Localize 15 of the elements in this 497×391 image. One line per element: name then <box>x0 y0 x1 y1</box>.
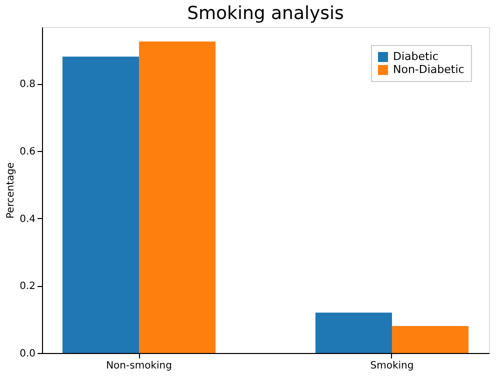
y-tick-label: 0.2 <box>20 281 36 292</box>
y-tick-label: 0.0 <box>20 348 36 360</box>
chart-title: Smoking analysis <box>187 3 344 24</box>
bar <box>139 41 216 353</box>
bar <box>315 312 392 353</box>
y-axis-title: Percentage <box>6 162 17 219</box>
y-tick-label: 0.4 <box>20 214 36 225</box>
bar <box>62 56 140 353</box>
y-tick-label: 0.8 <box>20 79 36 90</box>
x-tick-label: Smoking <box>370 360 414 372</box>
x-tick-label: Non-smoking <box>106 360 172 372</box>
legend-label: Diabetic <box>393 50 438 63</box>
bar <box>392 326 469 353</box>
legend-label: Non-Diabetic <box>393 63 464 76</box>
y-tick-label: 0.6 <box>20 146 36 158</box>
